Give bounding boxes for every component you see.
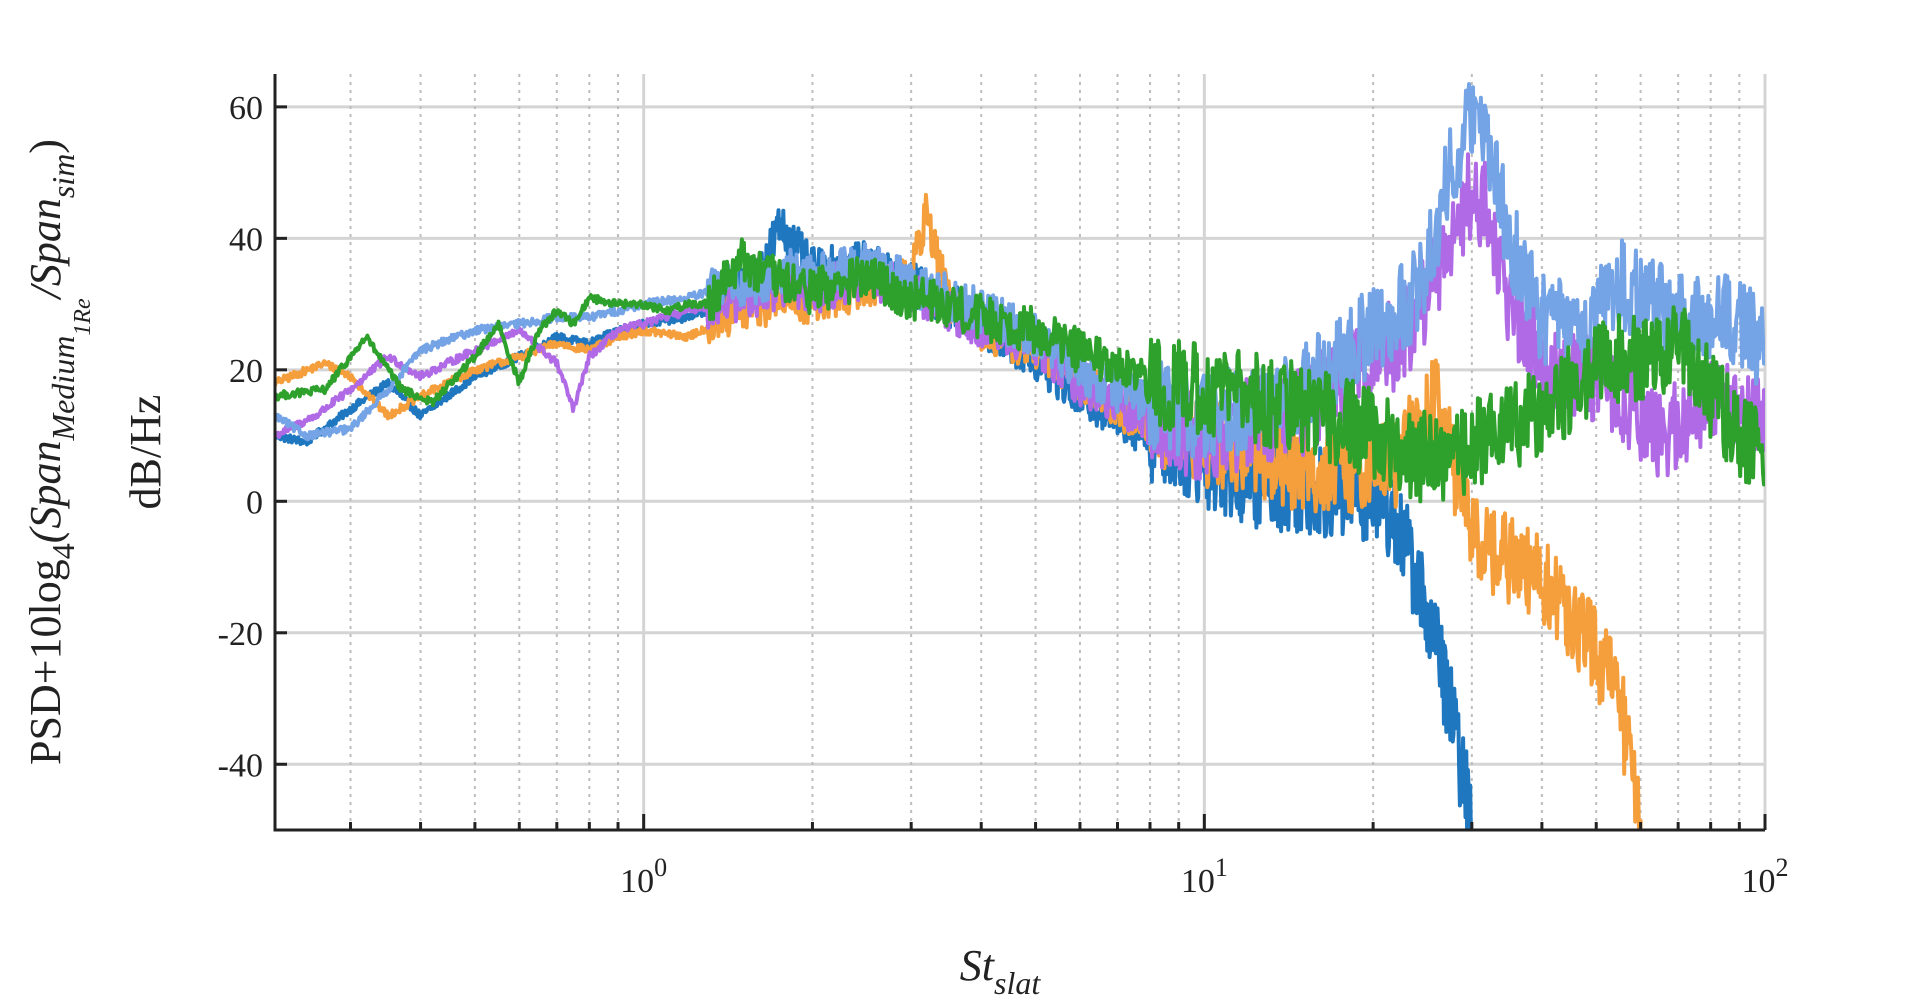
y-tick-label: 40	[229, 221, 263, 258]
y-tick-label: -20	[218, 616, 263, 653]
svg-text:dB/Hz: dB/Hz	[121, 395, 170, 510]
axis-frame	[273, 74, 1765, 832]
x-tick-label: 100	[620, 853, 667, 900]
series-group	[275, 82, 1765, 830]
svg-text:PSD+10log4(SpanMedium1Re/Spans: PSD+10log4(SpanMedium1Re/Spansim)	[21, 139, 96, 765]
y-tick-label: 60	[229, 90, 263, 127]
series-line-5	[275, 237, 1765, 504]
axis-titles: Stslat PSD+10log4(SpanMedium1Re/Spansim) d…	[21, 139, 1041, 1001]
series-line-1	[275, 208, 1473, 830]
y-tick-label: -40	[218, 747, 263, 784]
x-tick-label: 101	[1181, 853, 1228, 900]
y-axis-unit: dB/Hz	[121, 395, 170, 510]
x-tick-label: 102	[1742, 853, 1789, 900]
y-tick-label: 0	[246, 484, 263, 521]
y-axis-title: PSD+10log4(SpanMedium1Re/Spansim)	[21, 139, 96, 765]
x-axis-title: Stslat	[960, 941, 1042, 1001]
axes	[273, 74, 1767, 832]
y-tick-label: 20	[229, 353, 263, 390]
tick-labels: -40 -20 0 20 40 60 100 101 102	[218, 90, 1789, 900]
